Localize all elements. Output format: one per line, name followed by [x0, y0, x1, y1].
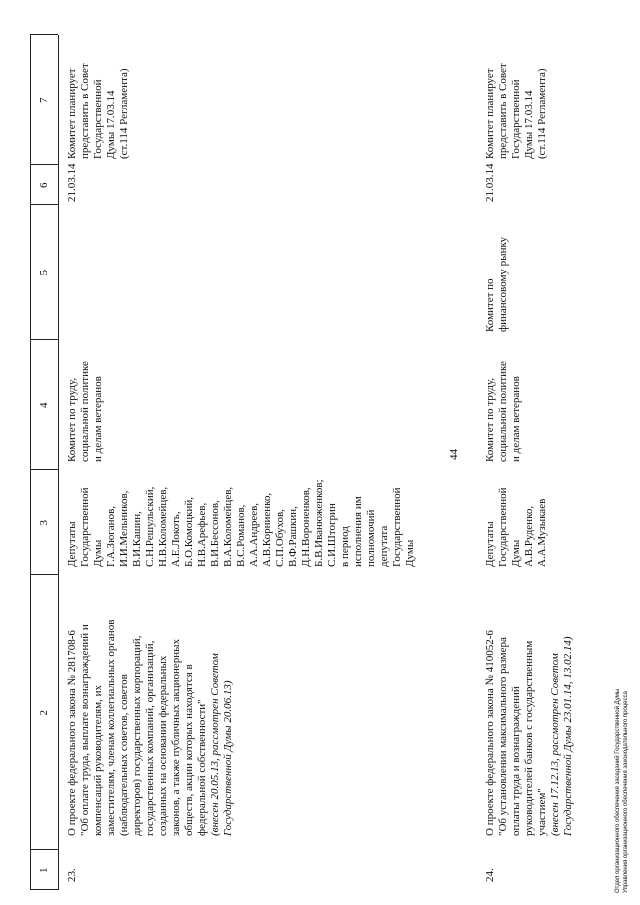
status-line: Думы 17.03.14: [105, 90, 117, 159]
status-line: Думы 17.03.14: [523, 90, 535, 159]
committee-line: и делам ветеранов: [92, 376, 104, 462]
author-line: Думы: [404, 539, 416, 567]
column-number: 3: [38, 520, 50, 526]
footer-line: Отдел организационного обеспечения засед…: [615, 688, 621, 893]
project-line: "Об оплате труда, выплате вознаграждений…: [79, 624, 91, 836]
committee-line: Комитет по труду,: [66, 377, 78, 462]
column-line: [30, 889, 58, 890]
author-line: Государственной: [79, 487, 91, 567]
author-line: С.П.Обухов,: [274, 509, 286, 567]
project-line: законов, а также публичных акционерных: [170, 638, 182, 836]
note-line: (внесен 20.05.13, рассмотрен Советом: [209, 653, 221, 836]
author-line: А.А.Андреев,: [248, 502, 260, 567]
author-line: Депутаты: [484, 521, 496, 567]
status-line: (ст.114 Регламента): [536, 68, 548, 159]
project-line: созданных на основании федеральных: [157, 655, 169, 836]
committee-line: Комитет по труду,: [484, 377, 496, 462]
author-line: Г.А.Зюганов,: [105, 505, 117, 567]
status-line: Комитет планирует: [484, 68, 496, 159]
status-line: представить в Совет: [497, 63, 509, 159]
author-line: в период: [339, 526, 351, 567]
column-number: 6: [38, 182, 50, 189]
co-committee-line: финансовому рынку: [497, 236, 509, 332]
project-line: участием": [536, 788, 548, 836]
author-line: А.Е.Локоть,: [170, 511, 182, 567]
status-line: представить в Совет: [79, 63, 91, 159]
author-line: А.А.Музыкаев: [536, 498, 548, 567]
author-line: Б.О.Комоцкий,: [183, 496, 195, 567]
column-line: [30, 34, 58, 35]
author-line: Думы: [92, 539, 104, 567]
date: 21.03.14: [484, 163, 496, 203]
row-number: 24.: [484, 868, 496, 882]
column-line: [30, 469, 58, 470]
date: 21.03.14: [66, 163, 78, 203]
author-line: В.И.Кашин,: [131, 511, 143, 567]
column-number: 4: [38, 402, 50, 409]
column-number: 7: [38, 97, 50, 104]
project-line: (наблюдательных советов, советов: [118, 674, 130, 836]
column-line: [30, 574, 58, 575]
note-line: Государственной Думы 23.01.14, 13.02.14): [562, 636, 574, 836]
row-number: 23.: [66, 868, 78, 882]
note-line: Государственной Думы 20.06.13): [222, 680, 234, 836]
status-line: Комитет планирует: [66, 68, 78, 159]
status-line: Государственной: [510, 79, 522, 159]
author-line: Государственной: [391, 487, 403, 567]
project-line: обществ, акции которых находятся в: [183, 664, 195, 836]
author-line: В.А.Коломейцев,: [222, 486, 234, 567]
author-line: Депутаты: [66, 521, 78, 567]
author-line: Б.В.Иванюженков;: [313, 479, 325, 567]
project-line: заместителям, членам коллегиальных орган…: [105, 619, 117, 836]
committee-line: социальной политике: [497, 361, 509, 462]
column-line: [30, 339, 58, 340]
author-line: И.И.Мельников,: [118, 490, 130, 567]
header-line: [58, 35, 59, 890]
project-line: федеральной собственности": [196, 699, 208, 836]
project-line: О проекте федерального закона № 281708-6: [66, 630, 78, 836]
project-line: государственных компаний, организаций,: [144, 640, 156, 836]
co-committee-line: Комитет по: [484, 278, 496, 332]
committee-line: социальной политике: [79, 361, 91, 462]
author-line: С.Н.Решульский,: [144, 486, 156, 567]
column-line: [30, 204, 58, 205]
author-line: исполнения им: [352, 496, 364, 567]
project-line: О проекте федерального закона № 410052-6: [484, 630, 496, 836]
author-line: Д.Н.Вороненков,: [300, 487, 312, 567]
note-line: (внесен 17.12.13, рассмотрен Советом: [549, 653, 561, 836]
author-line: В.И.Бессонов,: [209, 500, 221, 567]
committee-line: и делам ветеранов: [510, 376, 522, 462]
column-line: [30, 849, 58, 850]
author-line: С.И.Штогрин: [326, 503, 338, 567]
author-line: В.Ф.Рашкин,: [287, 506, 299, 567]
author-line: А.В.Руденко,: [523, 505, 535, 567]
author-line: депутата: [378, 525, 390, 567]
author-line: В.С.Романов,: [235, 504, 247, 567]
status-line: (ст.114 Регламента): [118, 68, 130, 159]
status-line: Государственной: [92, 79, 104, 159]
project-line: руководителей банков с государственным: [523, 640, 535, 836]
author-line: Думы: [510, 539, 522, 567]
author-line: А.В.Корниенко,: [261, 492, 273, 567]
project-line: директоров) государственных корпораций,: [131, 635, 143, 836]
author-line: Н.В.Арефьев,: [196, 502, 208, 567]
author-line: Н.В.Коломейцев,: [157, 486, 169, 567]
author-line: полномочий: [365, 509, 377, 567]
project-line: "Об установлении максимального размера: [497, 637, 509, 836]
column-number: 1: [38, 867, 50, 874]
project-line: оплаты труда и вознаграждений: [510, 686, 522, 836]
footer-line: Управления организационного обеспечения …: [623, 691, 629, 893]
page-number: 44: [448, 449, 460, 460]
column-number: 5: [38, 270, 50, 276]
column-line: [30, 164, 58, 165]
project-line: компенсаций руководителям, их: [92, 684, 104, 836]
author-line: Государственной: [497, 487, 509, 567]
column-number: 2: [38, 710, 50, 716]
